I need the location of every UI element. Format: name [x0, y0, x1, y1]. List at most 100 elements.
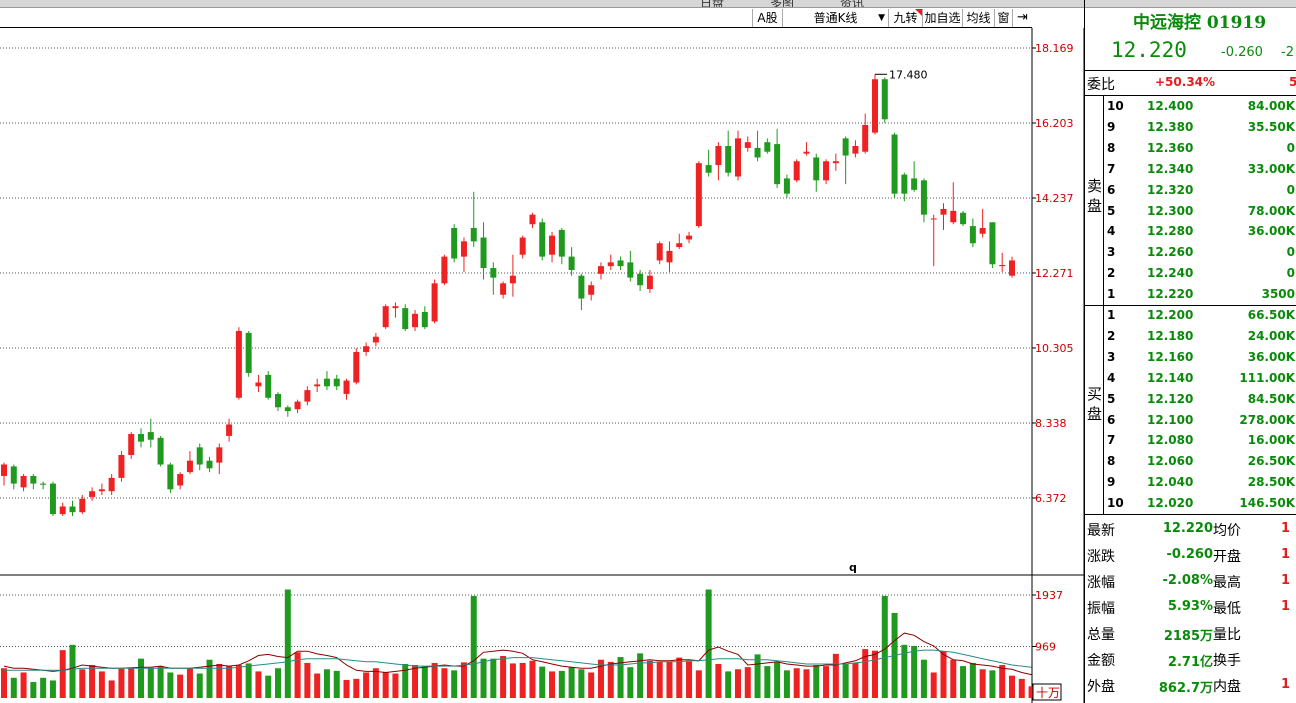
candle — [294, 399, 301, 414]
volume-bar — [969, 662, 976, 698]
volume-bar — [470, 595, 477, 698]
bid-row[interactable]: 4 12.140 111.00K — [1085, 368, 1296, 389]
volume-bar — [226, 666, 233, 698]
volume-bar — [881, 595, 888, 698]
bid-row[interactable]: 1 12.200 66.50K — [1085, 305, 1296, 326]
candle-body — [480, 237, 487, 269]
ask-row[interactable]: 10 12.400 84.00K — [1085, 96, 1296, 117]
ask-row[interactable]: 2 12.240 0 — [1085, 263, 1296, 284]
stat-row: 振幅 5.93% 最低 1 — [1085, 594, 1296, 620]
price-axis-label: 8.338 — [1035, 417, 1067, 430]
add-watchlist-button[interactable]: 加自选 — [922, 9, 962, 27]
ask-row-volume: 0 — [1286, 182, 1295, 197]
volume-bar — [69, 644, 76, 698]
candle-body — [275, 393, 282, 408]
candle-body — [617, 260, 624, 267]
volume-bar — [343, 679, 350, 698]
candle-body — [734, 138, 741, 177]
volume-bar — [852, 662, 859, 698]
a-share-button[interactable]: A股 — [752, 9, 782, 27]
expand-arrow-icon[interactable]: ⇥ — [1012, 9, 1032, 27]
volume-bar — [597, 659, 604, 698]
candle-body — [783, 178, 790, 194]
volume-bar — [304, 662, 311, 698]
window-button[interactable]: 窗 — [994, 9, 1012, 27]
candle-body — [646, 275, 653, 290]
candle — [891, 132, 898, 198]
stat-label: 最新 — [1087, 523, 1115, 539]
stat-value: 2185万 — [1163, 629, 1213, 644]
volume-bar — [265, 675, 272, 698]
volume-bar — [382, 671, 389, 698]
bid-row-volume: 66.50K — [1247, 308, 1295, 322]
candle — [920, 178, 927, 223]
candle-body — [245, 332, 252, 373]
candle-body — [891, 134, 898, 194]
candle — [157, 435, 164, 467]
bid-row[interactable]: 2 12.180 24.00K — [1085, 326, 1296, 347]
volume-bar — [275, 668, 282, 698]
bid-row[interactable]: 8 12.060 26.50K — [1085, 451, 1296, 472]
ask-row[interactable]: 1 12.220 3500 — [1085, 284, 1296, 305]
volume-bar — [128, 668, 135, 698]
candle — [637, 269, 644, 291]
stat-value: 12.220 — [1162, 521, 1213, 536]
candle-body — [764, 142, 771, 152]
jiuzhuan-button[interactable]: 九转 — [888, 9, 922, 27]
volume-bar — [235, 665, 242, 698]
ask-row[interactable]: 9 12.380 35.50K — [1085, 117, 1296, 138]
candle-body — [265, 374, 272, 398]
bid-row[interactable]: 10 12.020 146.50K — [1085, 493, 1296, 514]
stat-label-2: 内盘 — [1213, 679, 1241, 695]
candle — [412, 310, 419, 331]
candle — [774, 128, 781, 188]
ask-row[interactable]: 3 12.260 0 — [1085, 242, 1296, 263]
bid-row[interactable]: 3 12.160 36.00K — [1085, 347, 1296, 368]
ask-row[interactable]: 5 12.300 78.00K — [1085, 201, 1296, 222]
kline-chart[interactable]: 18.169 16.203 14.237 12.271 10.305 8.338 6.372… — [0, 28, 1084, 703]
ask-row-price: 12.260 — [1147, 245, 1194, 260]
bid-row[interactable]: 9 12.040 28.50K — [1085, 472, 1296, 493]
bid-row[interactable]: 7 12.080 16.00K — [1085, 430, 1296, 451]
candle — [823, 159, 830, 185]
top-menu-item[interactable]: 多图 — [770, 0, 795, 8]
top-menu-item[interactable]: 日盘 — [700, 0, 725, 8]
candle — [421, 306, 428, 330]
ask-row[interactable]: 8 12.360 0 — [1085, 138, 1296, 159]
candle-body — [343, 380, 350, 394]
candle-body — [549, 235, 556, 255]
candle-body — [823, 161, 830, 181]
candle — [793, 159, 800, 183]
candle-body — [1009, 260, 1015, 276]
candle-body — [460, 241, 467, 257]
volume-bar — [314, 673, 321, 698]
volume-bar — [999, 665, 1006, 698]
bid-row[interactable]: 5 12.120 84.50K — [1085, 389, 1296, 410]
kline-type-select[interactable]: 普通K线 ▼ — [782, 9, 888, 27]
ask-row[interactable]: 6 12.320 0 — [1085, 180, 1296, 201]
candle — [862, 113, 869, 154]
stat-label: 涨跌 — [1087, 549, 1115, 565]
candle — [656, 241, 663, 265]
volume-bar — [353, 678, 360, 698]
candle-body — [754, 147, 761, 158]
candle-body — [333, 378, 340, 387]
candle — [59, 502, 66, 517]
candle-body — [128, 433, 135, 455]
candle-body — [323, 378, 330, 387]
ma-line-button[interactable]: 均线 — [962, 9, 994, 27]
stat-label-2: 最高 — [1213, 575, 1241, 591]
volume-bar — [49, 680, 56, 698]
candle-body — [901, 174, 908, 194]
stat-label: 总量 — [1087, 627, 1115, 643]
volume-bar — [793, 668, 800, 698]
candle — [441, 254, 448, 286]
top-menu-item[interactable]: 资讯 — [840, 0, 865, 8]
bid-row[interactable]: 6 12.100 278.00K — [1085, 410, 1296, 431]
ask-row[interactable]: 4 12.280 36.00K — [1085, 221, 1296, 242]
candle — [754, 130, 761, 162]
stat-row: 总量 2185万 量比 — [1085, 620, 1296, 646]
stat-value-2: 1 — [1281, 677, 1291, 692]
bid-row-price: 12.180 — [1147, 328, 1194, 343]
ask-row[interactable]: 7 12.340 33.00K — [1085, 159, 1296, 180]
